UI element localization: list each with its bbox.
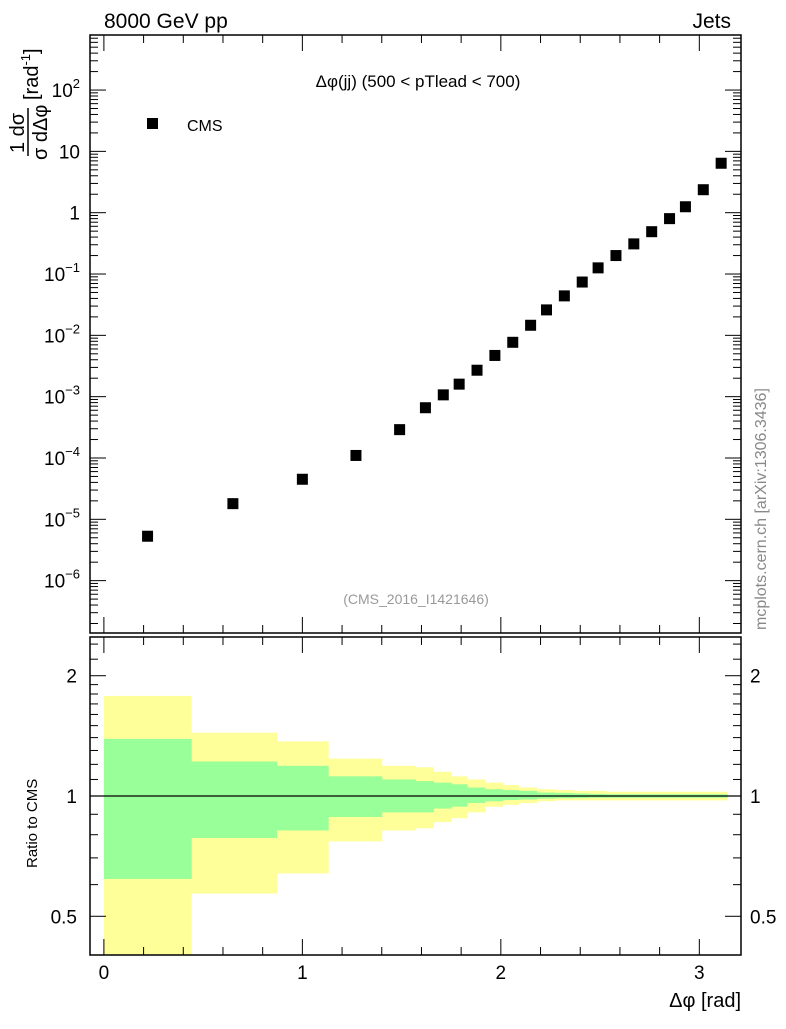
ratio-y-tick-label-right: 1 (750, 787, 761, 808)
data-point (227, 498, 239, 510)
data-point (558, 290, 570, 302)
data-point (489, 349, 501, 361)
side-label: mcplots.cern.ch [arXiv:1306.3436] (753, 388, 770, 630)
green-band-bin (502, 790, 520, 801)
y-tick-label: 102 (52, 76, 80, 102)
y-axis-label: 1 dσ σ dΔφ [rad-1] (7, 48, 52, 160)
data-point (592, 262, 604, 274)
ratio-bands (103, 695, 728, 955)
data-point (437, 389, 449, 401)
ratio-y-label: Ratio to CMS (24, 779, 41, 868)
data-point (540, 304, 552, 316)
y-tick-label: 10−6 (44, 567, 80, 593)
green-band-bin (328, 776, 383, 818)
y-tick-label: 1 (69, 204, 80, 225)
analysis-label: (CMS_2016_I1421646) (343, 591, 489, 607)
x-tick-label: 0 (99, 963, 110, 984)
green-band-bin (467, 787, 486, 804)
ratio-y-tick-label: 0.5 (51, 907, 77, 928)
main-frame (89, 34, 742, 634)
y-tick-label: 10−3 (44, 383, 80, 409)
data-point (628, 238, 640, 250)
green-band-bin (415, 781, 434, 813)
ratio-y-tick-label: 1 (66, 787, 77, 808)
green-band-bin (484, 789, 504, 802)
green-band-bin (191, 761, 278, 839)
y-tick-label: 10−5 (44, 505, 80, 531)
data-point (419, 402, 431, 414)
y-tick-label: 10 (59, 142, 80, 163)
header-left: 8000 GeV pp (104, 10, 228, 33)
green-band-bin (518, 790, 538, 800)
y-tick-label: 10−4 (44, 444, 80, 470)
data-point (350, 449, 362, 461)
data-point (697, 184, 709, 196)
x-tick-label: 3 (694, 963, 705, 984)
data-point (525, 319, 537, 331)
header-right: Jets (692, 10, 731, 33)
plot-title: Δφ(jj) (500 < pTlead < 700) (316, 72, 521, 91)
data-point (142, 530, 154, 542)
data-point (394, 424, 406, 436)
ratio-y-tick-label-right: 2 (750, 667, 761, 688)
legend-label: CMS (187, 118, 223, 135)
data-point (715, 157, 727, 169)
data-point (664, 213, 676, 225)
ratio-y-tick-label: 2 (66, 667, 77, 688)
y-tick-label: 10−1 (44, 260, 80, 286)
data-point (646, 226, 658, 238)
x-tick-label: 2 (496, 963, 507, 984)
data-point (576, 276, 588, 288)
legend-marker (147, 118, 158, 129)
x-axis-label: Δφ [rad] (669, 990, 741, 1012)
data-points (142, 157, 727, 542)
data-point (296, 473, 308, 485)
data-point (610, 250, 622, 262)
y-label-num: 1 dσ (7, 112, 29, 153)
y-tick-label: 10−2 (44, 321, 80, 347)
y-label-den: σ dΔφ (30, 105, 52, 160)
x-tick-label: 1 (297, 963, 308, 984)
data-point (471, 364, 483, 376)
green-band-bin (276, 765, 329, 831)
data-point (679, 201, 691, 213)
ratio-y-tick-label-right: 0.5 (750, 907, 776, 928)
green-band-bin (103, 738, 192, 879)
data-point (453, 378, 465, 390)
data-point (507, 336, 519, 348)
y-label-unit: [rad-1] (18, 48, 43, 100)
